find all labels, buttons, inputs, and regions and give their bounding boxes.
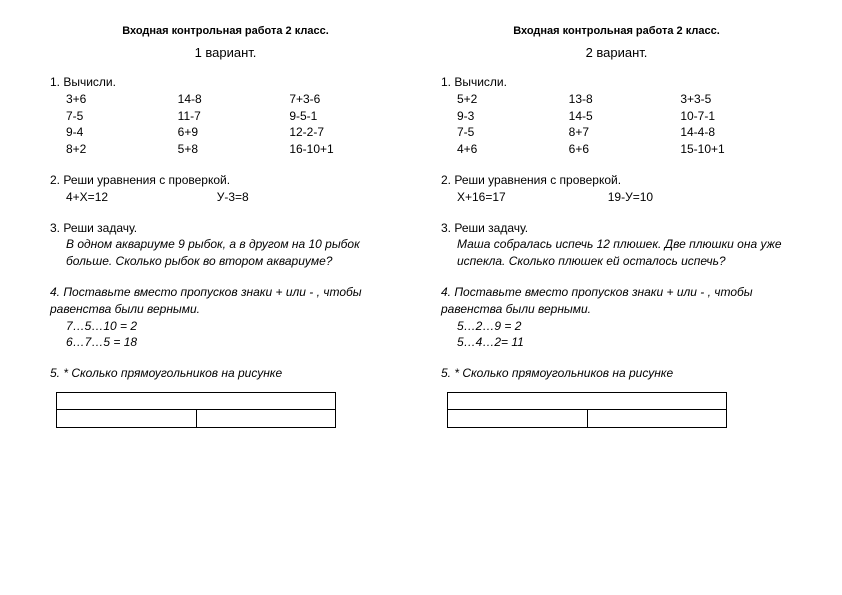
calc-cell: 12-2-7 [289, 124, 401, 141]
calc-cell: 6+6 [569, 141, 681, 158]
calc-col-2: 13-8 14-5 8+7 6+6 [569, 91, 681, 158]
calc-cell: 5+8 [178, 141, 290, 158]
rectangle-bottom-row [448, 409, 726, 427]
equation-line: 7…5…10 = 2 [66, 318, 401, 335]
calc-col-1: 3+6 7-5 9-4 8+2 [66, 91, 178, 158]
calc-cell: 11-7 [178, 108, 290, 125]
rectangle-figure [447, 392, 792, 428]
v2-task3: 3. Реши задачу. Маша собралась испечь 12… [441, 220, 792, 270]
variant-1: Входная контрольная работа 2 класс. 1 ва… [50, 25, 401, 442]
problem-text: Маша собралась испечь 12 плюшек. Две плю… [441, 236, 792, 270]
task-title: 1. Вычисли. [441, 74, 792, 91]
rectangle-bottom-row [57, 409, 335, 427]
calc-cell: 5+2 [457, 91, 569, 108]
calc-cell: 13-8 [569, 91, 681, 108]
task-title: 2. Реши уравнения с проверкой. [50, 172, 401, 189]
variant-2: Входная контрольная работа 2 класс. 2 ва… [441, 25, 792, 442]
equation: У-3=8 [217, 189, 249, 206]
equation: Х+16=17 [457, 189, 608, 206]
v1-task4: 4. Поставьте вместо пропусков знаки + ил… [50, 284, 401, 351]
task-title: 5. * Сколько прямоугольников на рисунке [441, 365, 792, 382]
task-title: 3. Реши задачу. [50, 220, 401, 237]
variant-2-header: Входная контрольная работа 2 класс. [441, 25, 792, 37]
rectangle-bottom-right [588, 410, 727, 427]
calc-cell: 7-5 [66, 108, 178, 125]
problem-text: В одном аквариуме 9 рыбок, а в другом на… [50, 236, 401, 270]
rectangle-top-row [57, 393, 335, 410]
task-body: 5…2…9 = 2 5…4…2= 11 [441, 318, 792, 352]
rectangle-bottom-left [57, 410, 197, 427]
task-title: 2. Реши уравнения с проверкой. [441, 172, 792, 189]
task-title: 4. Поставьте вместо пропусков знаки + ил… [50, 284, 401, 318]
rectangle-outer [56, 392, 336, 428]
task-title: 1. Вычисли. [50, 74, 401, 91]
equation-line: 5…4…2= 11 [457, 334, 792, 351]
calc-cell: 14-5 [569, 108, 681, 125]
calc-cell: 9-5-1 [289, 108, 401, 125]
calc-grid: 3+6 7-5 9-4 8+2 14-8 11-7 6+9 5+8 7+3-6 … [50, 91, 401, 158]
variant-1-header: Входная контрольная работа 2 класс. [50, 25, 401, 37]
calc-cell: 10-7-1 [680, 108, 792, 125]
calc-cell: 15-10+1 [680, 141, 792, 158]
calc-cell: 4+6 [457, 141, 569, 158]
rectangle-outer [447, 392, 727, 428]
v2-task4: 4. Поставьте вместо пропусков знаки + ил… [441, 284, 792, 351]
calc-col-3: 3+3-5 10-7-1 14-4-8 15-10+1 [680, 91, 792, 158]
calc-cell: 14-4-8 [680, 124, 792, 141]
calc-grid: 5+2 9-3 7-5 4+6 13-8 14-5 8+7 6+6 3+3-5 … [441, 91, 792, 158]
rectangle-figure [56, 392, 401, 428]
equation: 4+Х=12 [66, 189, 217, 206]
calc-cell: 8+7 [569, 124, 681, 141]
calc-cell: 6+9 [178, 124, 290, 141]
equation-line: 6…7…5 = 18 [66, 334, 401, 351]
task-title: 5. * Сколько прямоугольников на рисунке [50, 365, 401, 382]
v2-task5: 5. * Сколько прямоугольников на рисунке [441, 365, 792, 428]
rectangle-top-row [448, 393, 726, 410]
worksheet-page: Входная контрольная работа 2 класс. 1 ва… [50, 25, 792, 442]
calc-cell: 7-5 [457, 124, 569, 141]
calc-col-3: 7+3-6 9-5-1 12-2-7 16-10+1 [289, 91, 401, 158]
calc-cell: 9-4 [66, 124, 178, 141]
calc-cell: 8+2 [66, 141, 178, 158]
variant-2-subheader: 2 вариант. [441, 45, 792, 60]
v1-task1: 1. Вычисли. 3+6 7-5 9-4 8+2 14-8 11-7 6+… [50, 74, 401, 158]
calc-col-2: 14-8 11-7 6+9 5+8 [178, 91, 290, 158]
v1-task2: 2. Реши уравнения с проверкой. 4+Х=12 У-… [50, 172, 401, 206]
calc-cell: 16-10+1 [289, 141, 401, 158]
calc-cell: 3+6 [66, 91, 178, 108]
equation-row: 4+Х=12 У-3=8 [50, 189, 401, 206]
calc-cell: 9-3 [457, 108, 569, 125]
task-title: 4. Поставьте вместо пропусков знаки + ил… [441, 284, 792, 318]
v1-task5: 5. * Сколько прямоугольников на рисунке [50, 365, 401, 428]
calc-cell: 14-8 [178, 91, 290, 108]
rectangle-bottom-right [197, 410, 336, 427]
equation-line: 5…2…9 = 2 [457, 318, 792, 335]
equation: 19-У=10 [608, 189, 653, 206]
calc-col-1: 5+2 9-3 7-5 4+6 [457, 91, 569, 158]
v1-task3: 3. Реши задачу. В одном аквариуме 9 рыбо… [50, 220, 401, 270]
calc-cell: 3+3-5 [680, 91, 792, 108]
task-title: 3. Реши задачу. [441, 220, 792, 237]
equation-row: Х+16=17 19-У=10 [441, 189, 792, 206]
v2-task1: 1. Вычисли. 5+2 9-3 7-5 4+6 13-8 14-5 8+… [441, 74, 792, 158]
variant-1-subheader: 1 вариант. [50, 45, 401, 60]
v2-task2: 2. Реши уравнения с проверкой. Х+16=17 1… [441, 172, 792, 206]
rectangle-bottom-left [448, 410, 588, 427]
calc-cell: 7+3-6 [289, 91, 401, 108]
task-body: 7…5…10 = 2 6…7…5 = 18 [50, 318, 401, 352]
